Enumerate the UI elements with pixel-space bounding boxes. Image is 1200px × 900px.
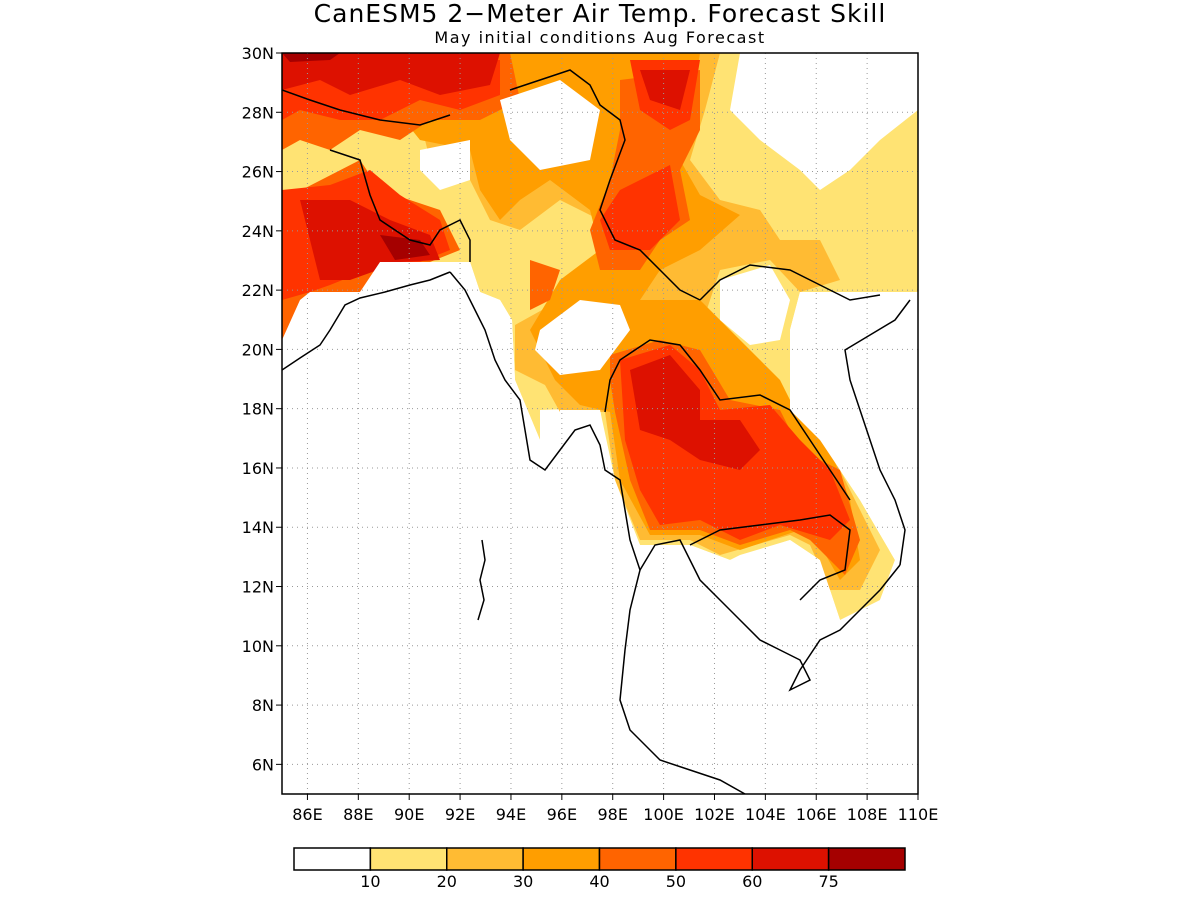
colorbar-swatch <box>751 847 830 871</box>
x-tick-label: 100E <box>643 805 684 824</box>
border-vietnam-china <box>699 264 881 301</box>
x-tick-label: 86E <box>292 805 322 824</box>
y-tick-label: 28N <box>242 103 274 122</box>
chart-subtitle: May initial conditions Aug Forecast <box>434 28 766 47</box>
x-tick-label: 98E <box>597 805 627 824</box>
gridlines <box>282 53 918 794</box>
colorbar-swatch <box>293 847 372 871</box>
ocean-mask-east <box>790 292 918 620</box>
y-tick-label: 18N <box>242 400 274 419</box>
x-tick-label: 110E <box>898 805 939 824</box>
y-tick-label: 20N <box>242 340 274 359</box>
y-tick-label: 26N <box>242 163 274 182</box>
y-tick-label: 24N <box>242 222 274 241</box>
colorbar-label: 50 <box>666 872 686 891</box>
y-tick-label: 10N <box>242 637 274 656</box>
x-tick-labels: 86E 88E 90E 92E 94E 96E 98E 100E 102E 104E 106E 108… <box>292 794 938 824</box>
x-tick-label: 104E <box>745 805 786 824</box>
colorbar-swatch <box>827 847 906 871</box>
colorbar-label: 20 <box>437 872 457 891</box>
colorbar-swatch <box>369 847 448 871</box>
zone-none-laos <box>720 265 790 345</box>
y-tick-label: 22N <box>242 281 274 300</box>
y-tick-label: 16N <box>242 459 274 478</box>
island-andaman <box>477 539 486 621</box>
x-tick-label: 106E <box>796 805 837 824</box>
coastline-vietnam <box>844 299 911 566</box>
ocean-mask <box>282 262 918 794</box>
x-tick-label: 88E <box>343 805 373 824</box>
y-tick-label: 6N <box>252 755 274 774</box>
x-tick-label: 96E <box>547 805 577 824</box>
x-tick-label: 108E <box>847 805 888 824</box>
zone-75 <box>282 53 760 470</box>
zone-none-tibet <box>420 80 600 190</box>
colorbar-swatch <box>522 847 601 871</box>
colorbar-label: 60 <box>742 872 762 891</box>
border-myanmar-china <box>509 69 701 301</box>
chart-title: CanESM5 2−Meter Air Temp. Forecast Skill <box>313 0 887 28</box>
skill-field <box>282 53 918 794</box>
colorbar-swatch <box>446 847 524 871</box>
coastline-myanmar <box>449 271 746 794</box>
border-bangladesh <box>329 149 471 262</box>
zone-none-myanmar <box>535 300 630 375</box>
zone-none-south-china <box>730 53 918 190</box>
y-tick-labels: 30N 28N 26N 24N 22N 20N 18N 16N 14N 12N 10N 8N 6N <box>242 44 282 774</box>
y-tick-label: 12N <box>242 578 274 597</box>
y-tick-label: 8N <box>252 696 274 715</box>
border-nepal <box>282 89 451 126</box>
border-cambodia <box>689 514 851 601</box>
coastline-thailand-gulf <box>639 539 901 692</box>
colorbar-swatch <box>598 847 677 871</box>
x-tick-label: 90E <box>394 805 424 824</box>
border-thailand-laos <box>604 339 851 501</box>
colorbar-label: 40 <box>589 872 609 891</box>
colorbar-label: 30 <box>513 872 533 891</box>
x-tick-label: 102E <box>694 805 735 824</box>
x-tick-label: 92E <box>445 805 475 824</box>
x-tick-label: 94E <box>496 805 526 824</box>
y-tick-label: 14N <box>242 518 274 537</box>
colorbar-label: 10 <box>360 872 380 891</box>
colorbar-label: 75 <box>818 872 838 891</box>
coastline-india <box>282 271 451 371</box>
coastlines <box>282 69 911 794</box>
colorbar: 10 20 30 40 50 60 75 <box>293 847 906 891</box>
colorbar-swatch <box>675 847 753 871</box>
plot-frame <box>281 52 919 795</box>
y-tick-label: 30N <box>242 44 274 63</box>
